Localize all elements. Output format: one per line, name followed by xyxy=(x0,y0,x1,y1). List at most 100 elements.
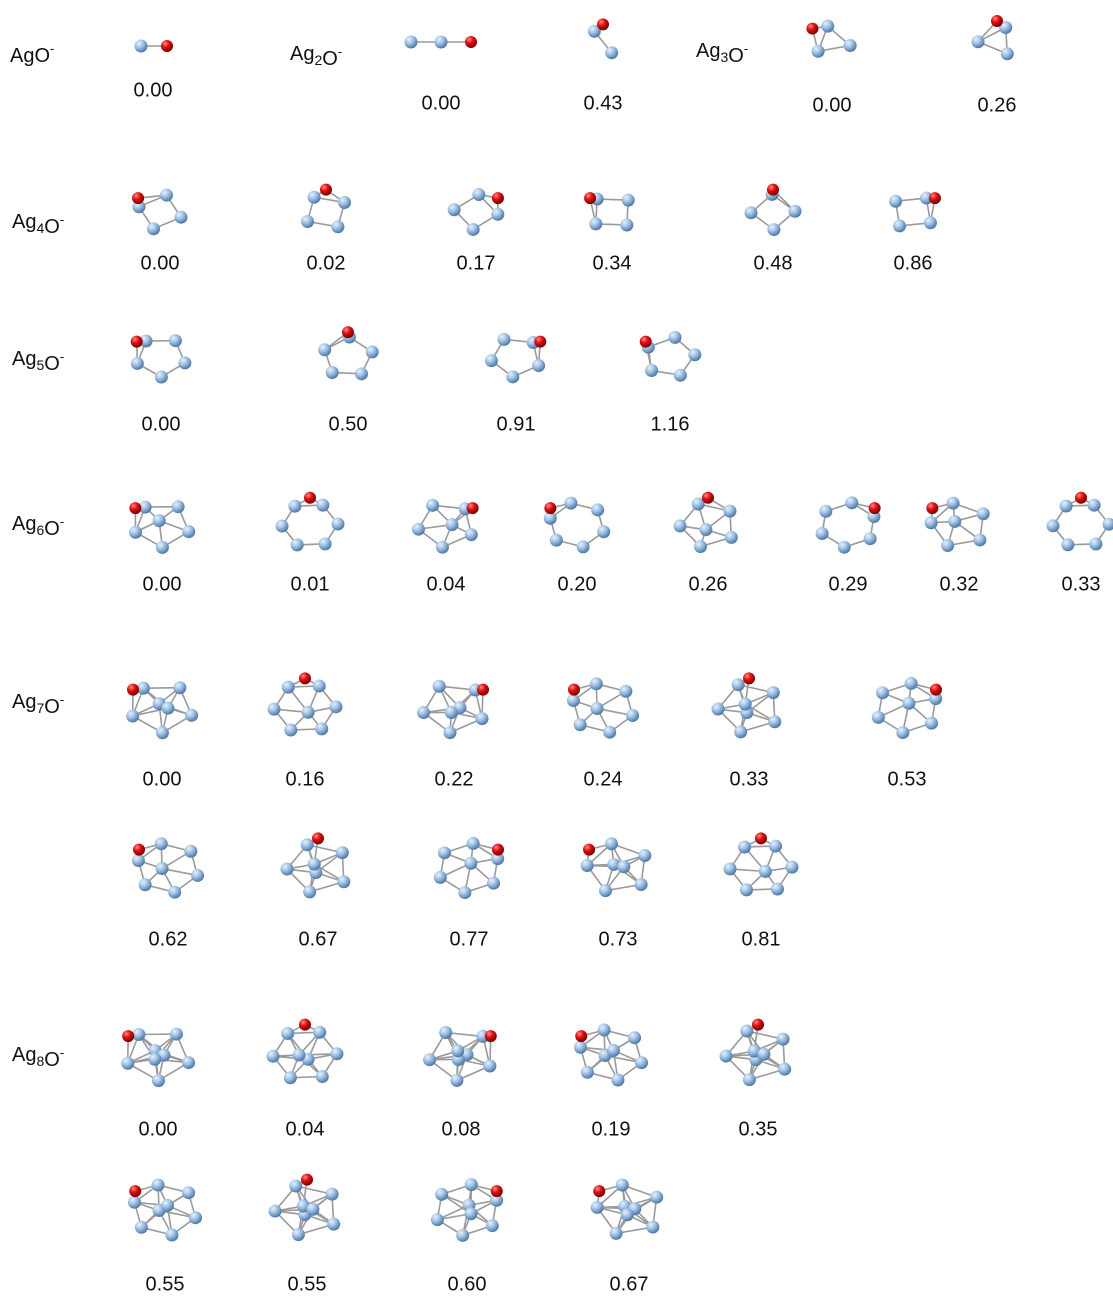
silver-atom xyxy=(626,709,639,722)
silver-atom xyxy=(156,541,169,554)
silver-atom xyxy=(581,859,594,872)
formula-text: O xyxy=(44,216,60,238)
silver-atom xyxy=(591,702,604,715)
molecule xyxy=(132,837,204,898)
oxygen-atom xyxy=(752,1019,764,1031)
silver-atom xyxy=(599,884,612,897)
silver-atom xyxy=(330,1047,343,1060)
molecule xyxy=(584,192,635,231)
silver-atom xyxy=(191,869,204,882)
formula-superscript: - xyxy=(60,514,64,529)
silver-atom xyxy=(434,871,447,884)
oxygen-atom xyxy=(304,492,316,504)
formula-text: Ag xyxy=(12,691,36,713)
relative-energy: 0.33 xyxy=(730,768,769,790)
oxygen-atom xyxy=(575,1030,587,1042)
silver-atom xyxy=(896,726,909,739)
molecule xyxy=(581,837,652,897)
silver-atom xyxy=(743,1073,756,1086)
relative-energy: 0.29 xyxy=(829,573,868,595)
molecule xyxy=(128,1179,202,1242)
relative-energy: 0.00 xyxy=(422,92,461,114)
silver-atom xyxy=(189,1211,202,1224)
formula-text: Ag xyxy=(290,43,314,65)
molecule xyxy=(423,1026,497,1087)
oxygen-atom xyxy=(491,1185,503,1197)
relative-energy: 0.00 xyxy=(141,252,180,274)
silver-atom xyxy=(331,220,344,233)
cluster-label: Ag2O- xyxy=(290,43,342,70)
cluster-label: Ag8O- xyxy=(12,1044,64,1071)
silver-atom xyxy=(135,1221,148,1234)
silver-atom xyxy=(170,1028,183,1041)
silver-atom xyxy=(674,519,687,532)
oxygen-atom xyxy=(467,502,479,514)
relative-energy: 1.16 xyxy=(651,413,690,435)
cluster-label: Ag6O- xyxy=(12,513,64,540)
silver-atom xyxy=(316,1070,329,1083)
silver-atom xyxy=(306,1203,319,1216)
oxygen-atom xyxy=(640,336,652,348)
silver-atom xyxy=(268,703,281,716)
silver-atom xyxy=(724,862,737,875)
silver-atom xyxy=(1102,518,1113,531)
silver-atom xyxy=(768,715,781,728)
molecule xyxy=(412,499,479,554)
silver-atom xyxy=(646,1221,659,1234)
silver-atom xyxy=(1060,500,1073,513)
silver-atom xyxy=(445,518,458,531)
silver-atom xyxy=(267,1050,280,1063)
oxygen-atom xyxy=(129,502,141,514)
silver-atom xyxy=(308,858,321,871)
silver-atom xyxy=(439,1026,452,1039)
formula-text: Ag xyxy=(12,211,36,233)
silver-atom xyxy=(645,364,658,377)
formula-superscript: - xyxy=(50,41,54,56)
formula-superscript: - xyxy=(60,349,64,364)
molecule xyxy=(806,20,856,58)
relative-energy: 0.91 xyxy=(497,413,536,435)
oxygen-atom xyxy=(584,192,596,204)
molecule xyxy=(925,497,990,552)
molecule xyxy=(872,677,942,739)
silver-atom xyxy=(435,1188,448,1201)
silver-atom xyxy=(688,348,701,361)
silver-atom xyxy=(152,1179,165,1192)
silver-atom xyxy=(433,680,446,693)
silver-atom xyxy=(182,525,195,538)
relative-energy: 0.55 xyxy=(288,1273,327,1295)
relative-energy: 0.60 xyxy=(448,1273,487,1295)
silver-atom xyxy=(1047,519,1060,532)
oxygen-atom xyxy=(743,672,755,684)
silver-atom xyxy=(175,211,188,224)
oxygen-atom xyxy=(477,684,489,696)
silver-atom xyxy=(293,1049,306,1062)
silver-atom xyxy=(464,857,477,870)
silver-atom xyxy=(607,1044,620,1057)
silver-atom xyxy=(712,703,725,716)
formula-superscript: - xyxy=(338,44,342,59)
silver-atom xyxy=(147,222,160,235)
silver-atom xyxy=(694,540,707,553)
silver-atom xyxy=(1089,537,1102,550)
formula-text: O xyxy=(44,518,60,540)
silver-atom xyxy=(329,700,342,713)
relative-energy: 0.26 xyxy=(978,94,1017,116)
relative-energy: 0.77 xyxy=(450,928,489,950)
silver-atom xyxy=(465,1178,478,1191)
silver-atom xyxy=(182,1186,195,1199)
molecule xyxy=(135,40,174,53)
silver-atom xyxy=(732,678,745,691)
silver-atom xyxy=(767,223,780,236)
relative-energy: 0.22 xyxy=(435,768,474,790)
oxygen-atom xyxy=(129,1185,141,1197)
silver-atom xyxy=(738,840,751,853)
silver-atom xyxy=(506,370,519,383)
silver-atom xyxy=(574,718,587,731)
silver-atom xyxy=(723,505,736,518)
silver-atom xyxy=(785,861,798,874)
silver-atom xyxy=(129,526,142,539)
formula-subscript: 4 xyxy=(36,220,44,236)
silver-atom xyxy=(476,712,489,725)
silver-atom xyxy=(650,1191,663,1204)
